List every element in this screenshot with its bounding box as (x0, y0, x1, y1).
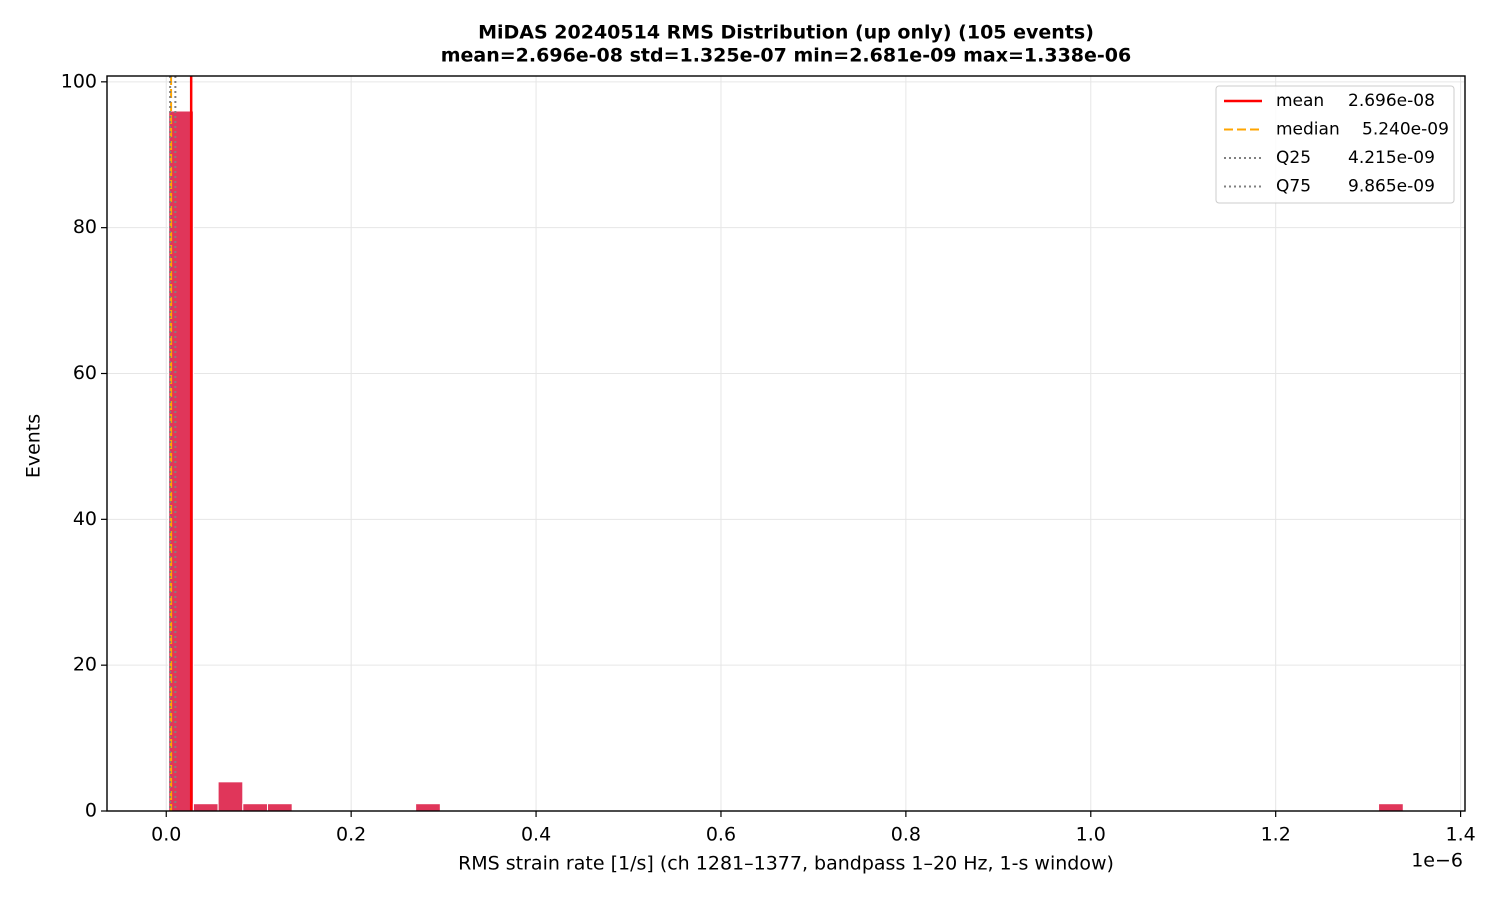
histogram-bar (168, 110, 194, 812)
x-tick-label: 0.4 (521, 824, 551, 846)
y-tick-label: 20 (73, 654, 97, 676)
chart-title: MiDAS 20240514 RMS Distribution (up only… (478, 22, 1094, 44)
legend-value: 2.696e-08 (1348, 91, 1435, 111)
y-tick-label: 0 (85, 800, 97, 822)
legend-value: 9.865e-09 (1348, 177, 1435, 197)
x-tick-label: 1.2 (1261, 824, 1291, 846)
y-tick-label: 40 (73, 508, 97, 530)
y-axis-label: Events (23, 414, 45, 478)
x-tick-label: 1.0 (1076, 824, 1106, 846)
x-tick-label: 0.6 (706, 824, 736, 846)
legend-box (1215, 85, 1455, 204)
histogram-bar (415, 803, 441, 812)
histogram-bar (1378, 803, 1404, 812)
legend-label: mean (1276, 91, 1324, 111)
histogram-bar (242, 803, 268, 812)
histogram-bar (192, 803, 219, 812)
x-tick-label: 0.8 (891, 824, 921, 846)
plot-frame (106, 75, 1466, 812)
y-tick-label: 80 (73, 216, 97, 238)
chart-subtitle: mean=2.696e-08 std=1.325e-07 min=2.681e-… (441, 45, 1132, 67)
y-tick-label: 60 (73, 362, 97, 384)
legend-label: median (1276, 120, 1340, 140)
x-tick-label: 0.0 (151, 824, 181, 846)
legend-value: 5.240e-09 (1362, 120, 1449, 140)
legend-label: Q25 (1276, 148, 1311, 168)
x-tick-label: 0.2 (336, 824, 366, 846)
x-axis-label: RMS strain rate [1/s] (ch 1281–1377, ban… (458, 853, 1114, 875)
histogram-bar (217, 781, 244, 812)
y-tick-label: 100 (61, 70, 97, 92)
histogram-bar (266, 803, 293, 812)
x-tick-label: 1.4 (1445, 824, 1475, 846)
legend-value: 4.215e-09 (1348, 148, 1435, 168)
x-offset-label: 1e−6 (1411, 850, 1463, 872)
legend-label: Q75 (1276, 177, 1311, 197)
